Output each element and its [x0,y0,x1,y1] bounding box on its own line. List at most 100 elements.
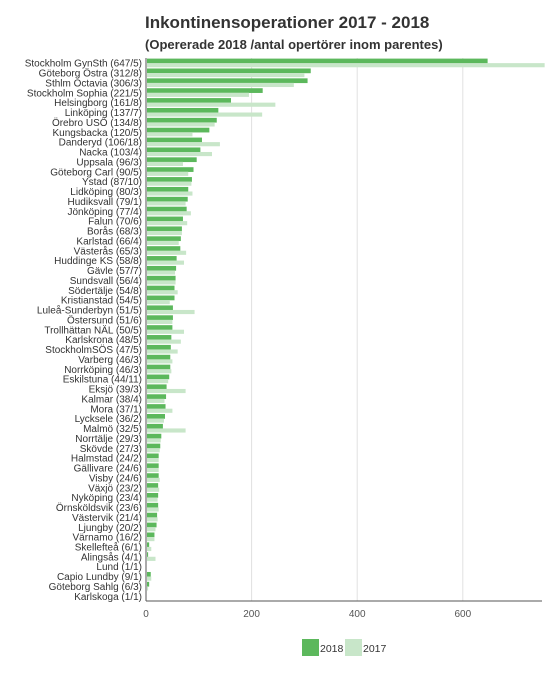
bar-2017 [147,458,159,463]
bar-2017 [147,448,160,453]
legend: 2018 2017 [302,639,387,656]
bar-2018 [147,236,181,242]
bar-2018 [147,423,163,429]
bar-2018 [147,216,183,222]
category-label: Borås (68/3) [87,226,142,238]
bar-2017 [147,250,187,255]
legend-swatch-2017 [345,639,362,656]
category-label: Värnamo (16/2) [73,533,142,544]
bar-2018 [147,394,167,400]
category-label: Växjö (23/2) [88,483,142,494]
bar-2018 [147,186,189,192]
bar-2017 [147,112,263,117]
bar-2017 [147,319,173,324]
bar-2018 [147,483,159,488]
category-label: Sundsvall (56/4) [70,276,142,287]
bar-2017 [147,487,160,492]
category-label: Norrtälje (29/3) [75,434,142,445]
bar-2017 [147,280,176,285]
bar-2018 [147,196,188,202]
bar-2018 [147,433,162,439]
category-label: Linköping (137/7) [65,108,142,119]
bar-2017 [147,211,191,216]
bar-2017 [147,507,159,512]
bar-2018 [147,68,311,74]
bar-2017 [147,556,156,561]
bar-2018 [147,552,149,557]
bar-2018 [147,473,159,478]
category-label: Jönköping (77/4) [68,207,143,218]
bar-2017 [147,221,188,226]
bar-2018 [147,226,182,232]
category-label: Lund (1/1) [96,562,142,573]
bar-2017 [147,517,158,522]
category-label: Stockholm GynSth (647/5) [25,59,142,70]
bar-2017 [147,428,186,433]
category-label: Sthlm Octavia (306/3) [45,78,142,89]
category-label: Alingsås (4/1) [81,551,142,563]
bar-2018 [147,384,167,390]
bar-2018 [147,275,176,281]
bar-2017 [147,92,249,97]
bar-2017 [147,477,160,482]
bar-2018 [147,256,177,261]
legend-label-2017: 2017 [363,643,387,655]
grid [251,58,464,601]
category-label: Trollhättan NÄL (50/5) [44,324,142,336]
bar-2017 [147,122,215,127]
bar-2017 [147,576,152,581]
chart-subtitle: (Opererade 2018 /antal opertörer inom pa… [145,37,443,52]
category-label: Malmö (32/5) [83,424,142,435]
category-label: Västervik (21/4) [72,513,142,524]
bar-2017 [147,329,185,334]
category-label: Kungsbacka (120/5) [52,128,142,139]
category-label: Skövde (27/3) [80,444,142,455]
bar-2017 [147,527,156,532]
category-label: Gävle (57/7) [87,266,142,277]
category-label: Varberg (46/3) [78,355,142,366]
bar-2017 [147,438,161,443]
category-label: Göteborg Carl (90/5) [50,167,142,178]
bar-2018 [147,117,217,123]
category-label: Uppsala (96/3) [76,157,142,168]
bar-2017 [147,388,186,394]
bar-2018 [147,404,166,409]
bar-2018 [147,315,173,321]
bar-2018 [147,571,151,577]
category-label: Huddinge KS (58/8) [54,256,142,267]
bar-2017 [147,497,158,502]
bar-2018 [147,127,210,133]
category-label: Helsingborg (161/8) [54,98,142,109]
bar-2017 [147,181,192,186]
category-label: Örebro USÖ (134/8) [52,117,142,129]
category-label: Danderyd (106/18) [59,138,142,149]
bar-2018 [147,414,166,419]
bar-2018 [147,295,175,301]
category-label: Lidköping (80/3) [70,187,142,198]
bar-2017 [147,142,220,147]
bar-2018 [147,305,173,311]
bar-2018 [147,335,172,340]
bar-2018 [147,58,488,64]
category-label: Kristianstad (54/5) [61,296,142,307]
bar-2017 [147,73,305,78]
category-label: Ljungby (20/2) [78,523,142,534]
category-label: Karlstad (66/4) [76,236,142,247]
category-label: Norrköping (46/3) [64,365,142,376]
category-label: Falun (70/6) [88,217,142,228]
category-label: Halmstad (24/2) [71,454,142,465]
category-label: Östersund (51/6) [67,314,142,326]
x-tick-label: 400 [349,609,366,620]
bar-2018 [147,512,158,518]
x-tick-label: 200 [243,609,260,620]
category-label: StockholmSÖS (47/5) [45,344,142,356]
bars [147,58,545,591]
bar-2018 [147,354,171,360]
bar-2017 [147,151,212,157]
category-label: Örnsköldsvik (23/6) [56,502,142,514]
category-label: Mora (37/1) [90,404,142,415]
bar-2017 [147,309,195,315]
category-label: Nyköping (23/4) [71,493,142,504]
bar-2018 [147,443,161,449]
category-label: Eskilstuna (44/11) [63,375,142,386]
